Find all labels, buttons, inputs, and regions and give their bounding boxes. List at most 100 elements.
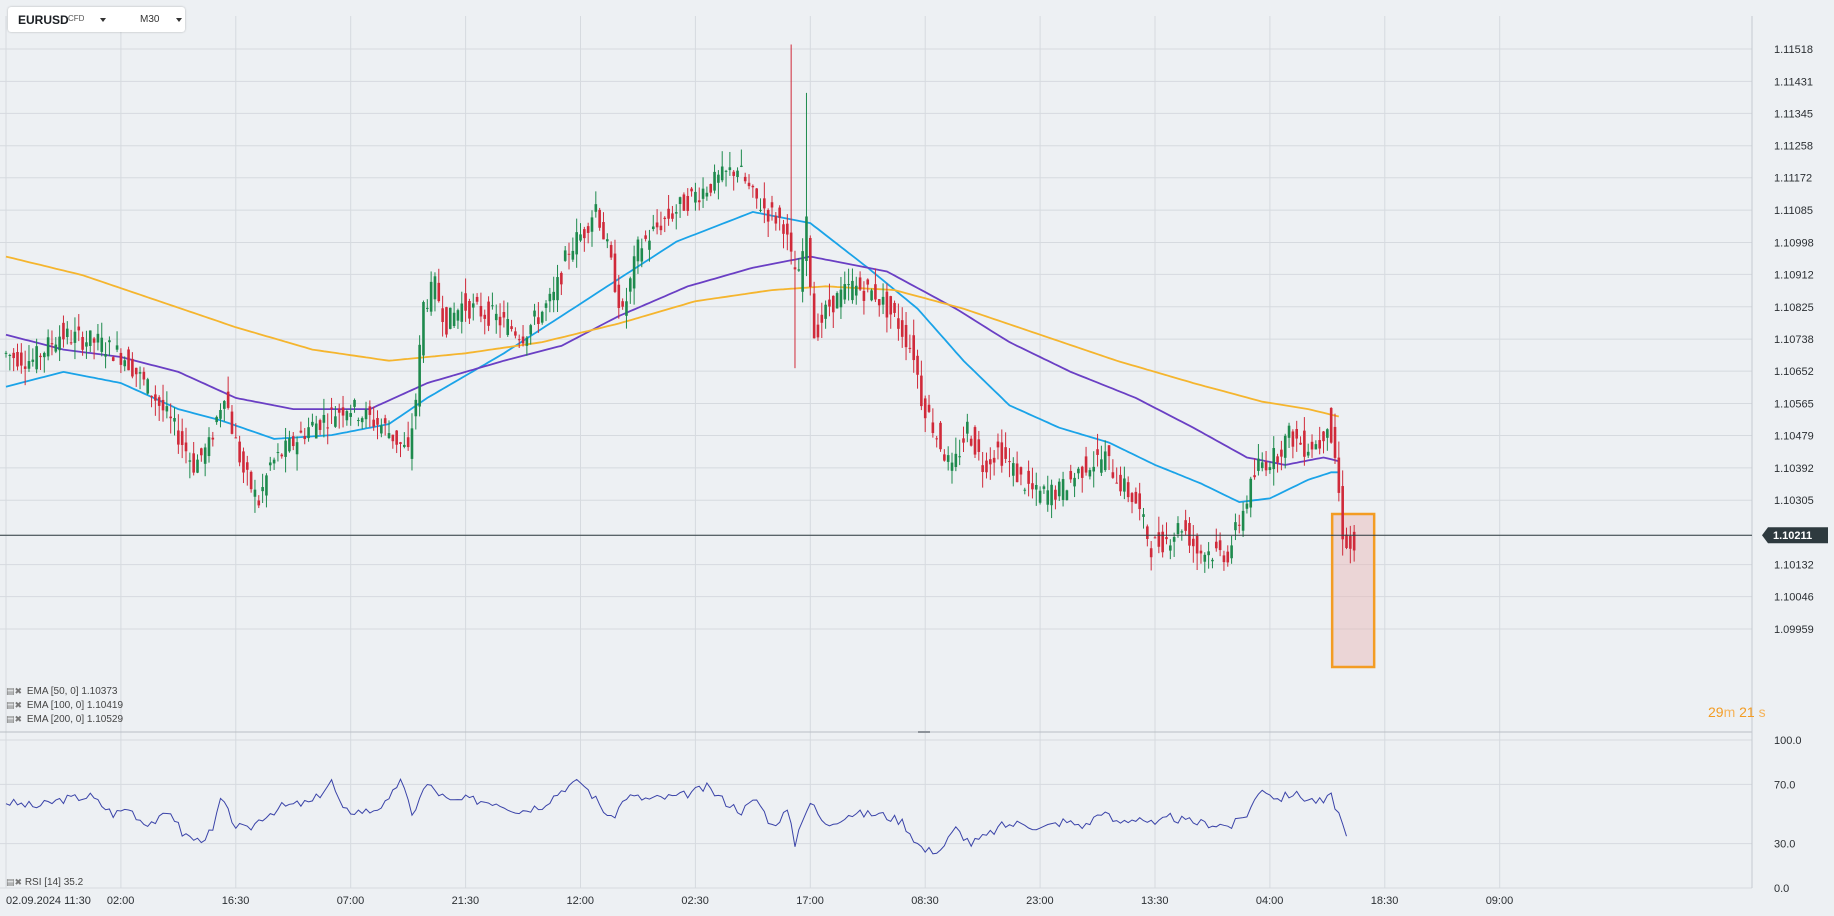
candle[interactable] (1038, 486, 1042, 505)
candle[interactable] (1165, 522, 1168, 545)
candle[interactable] (1034, 472, 1038, 506)
candle[interactable] (426, 299, 429, 313)
candle[interactable] (119, 348, 123, 374)
candle[interactable] (1161, 524, 1164, 558)
candle[interactable] (717, 170, 720, 200)
candle[interactable] (755, 187, 758, 209)
candle[interactable] (609, 241, 613, 260)
candle[interactable] (399, 441, 402, 458)
candle[interactable] (200, 447, 203, 462)
candle[interactable] (245, 455, 249, 486)
candle[interactable] (786, 214, 789, 251)
candle[interactable] (142, 367, 146, 386)
candle[interactable] (173, 407, 176, 436)
candle[interactable] (651, 214, 655, 232)
candle[interactable] (65, 321, 69, 345)
settings-icon[interactable]: ▤✖ (6, 700, 23, 710)
candle[interactable] (1153, 535, 1157, 539)
candle[interactable] (464, 278, 467, 322)
candle[interactable] (1241, 502, 1245, 537)
candle[interactable] (697, 187, 701, 211)
candle[interactable] (824, 300, 827, 329)
candle[interactable] (1352, 524, 1356, 562)
candle[interactable] (1073, 472, 1076, 498)
candle[interactable] (207, 427, 211, 463)
candle[interactable] (759, 198, 762, 213)
candle[interactable] (1257, 444, 1260, 476)
candle[interactable] (192, 441, 195, 476)
candle[interactable] (514, 327, 517, 339)
candle[interactable] (763, 182, 766, 224)
candle[interactable] (533, 303, 536, 325)
candle[interactable] (889, 295, 893, 329)
candle[interactable] (157, 395, 161, 421)
candle[interactable] (165, 391, 169, 419)
candle[interactable] (161, 384, 165, 422)
candle[interactable] (1211, 557, 1214, 569)
candle[interactable] (602, 212, 605, 240)
candle[interactable] (380, 418, 383, 438)
ema-50-line[interactable] (5, 210, 1339, 504)
candle[interactable] (694, 182, 697, 211)
candle[interactable] (1299, 436, 1302, 445)
candle[interactable] (108, 336, 111, 357)
candle[interactable] (288, 430, 291, 453)
candle[interactable] (326, 413, 330, 445)
candle[interactable] (35, 338, 38, 374)
candle[interactable] (529, 323, 533, 345)
candle[interactable] (831, 295, 835, 328)
candle[interactable] (985, 452, 988, 479)
candle[interactable] (728, 151, 732, 176)
candle[interactable] (969, 435, 973, 447)
candle[interactable] (793, 250, 797, 369)
candle[interactable] (1303, 417, 1306, 466)
candle[interactable] (1138, 482, 1141, 521)
candle[interactable] (268, 456, 272, 471)
candle[interactable] (973, 425, 977, 459)
candle[interactable] (1172, 532, 1176, 557)
candle[interactable] (583, 226, 586, 252)
timeframe-label[interactable]: M30 (140, 14, 160, 25)
candle[interactable] (1119, 466, 1122, 496)
candle[interactable] (1226, 545, 1230, 567)
candle[interactable] (475, 293, 479, 305)
candle[interactable] (1333, 413, 1337, 464)
candle[interactable] (1272, 436, 1276, 486)
candle[interactable] (1253, 458, 1256, 480)
candle[interactable] (736, 167, 739, 183)
candle[interactable] (851, 268, 854, 304)
candle[interactable] (215, 415, 218, 425)
candle[interactable] (1107, 445, 1111, 471)
candle[interactable] (705, 186, 709, 201)
rsi-legend[interactable]: ▤✖ RSI [14] 35.2 (6, 877, 83, 888)
candle[interactable] (1050, 479, 1053, 519)
candle[interactable] (521, 325, 525, 347)
candle[interactable] (950, 452, 954, 484)
candle[interactable] (307, 417, 310, 442)
candle[interactable] (747, 174, 751, 190)
candle[interactable] (866, 278, 870, 293)
candle[interactable] (1314, 440, 1318, 450)
candle[interactable] (981, 451, 984, 488)
candle[interactable] (1057, 478, 1061, 501)
candle[interactable] (594, 191, 598, 218)
candle[interactable] (1149, 541, 1153, 571)
candle[interactable] (724, 169, 728, 187)
candle[interactable] (659, 211, 663, 236)
candle[interactable] (598, 207, 601, 231)
candle[interactable] (291, 432, 295, 451)
candle[interactable] (1268, 461, 1272, 474)
candle[interactable] (1134, 487, 1138, 504)
candle[interactable] (69, 329, 73, 346)
candle[interactable] (303, 428, 307, 445)
candle[interactable] (812, 281, 816, 339)
candle[interactable] (900, 307, 904, 348)
candle[interactable] (123, 356, 127, 372)
candle[interactable] (989, 447, 992, 480)
candle[interactable] (253, 479, 257, 513)
candle[interactable] (349, 404, 352, 426)
candle[interactable] (1199, 544, 1203, 564)
candle[interactable] (1345, 527, 1348, 550)
candle[interactable] (709, 183, 713, 197)
candle[interactable] (839, 276, 843, 319)
